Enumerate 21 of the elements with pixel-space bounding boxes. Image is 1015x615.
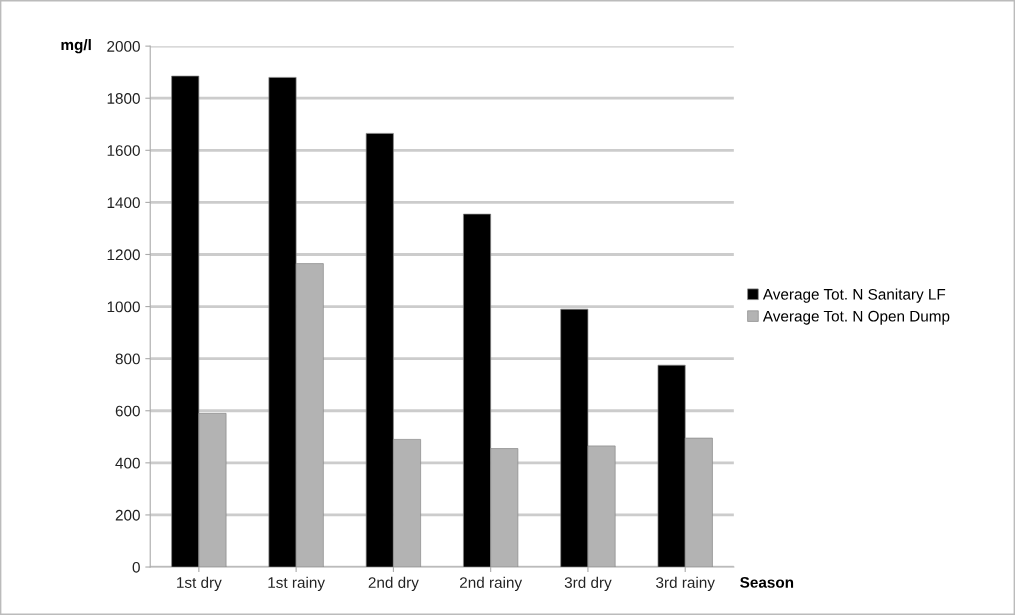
x-tick-label: 3rd dry [564, 576, 612, 591]
y-tick-label: 1400 [107, 197, 140, 209]
y-tick-label: 1000 [107, 301, 140, 313]
x-tick-label: 1st dry [177, 576, 222, 591]
legend-label: Average Tot. N Open Dump [762, 310, 950, 325]
x-tick-label: 1st rainy [268, 576, 325, 591]
y-axis-title: mg/l [61, 38, 91, 54]
y-tick-label: 200 [115, 509, 140, 521]
y-tick-label: 600 [115, 405, 140, 417]
x-tick-label: 2nd rainy [460, 576, 523, 591]
legend-label: Average Tot. N Sanitary LF [762, 288, 946, 303]
x-axis-title: Season [740, 576, 794, 588]
y-tick-label: 2000 [107, 40, 140, 52]
y-tick-label: 1600 [107, 145, 140, 156]
y-tick-label: 0 [132, 561, 140, 573]
y-tick-label: 1200 [107, 249, 140, 261]
y-tick-label: 400 [115, 457, 140, 469]
x-tick-label: 3rd rainy [656, 576, 715, 591]
y-tick-label: 1800 [107, 93, 140, 104]
x-tick-label: 2nd dry [368, 576, 419, 591]
y-tick-label: 800 [115, 353, 140, 365]
